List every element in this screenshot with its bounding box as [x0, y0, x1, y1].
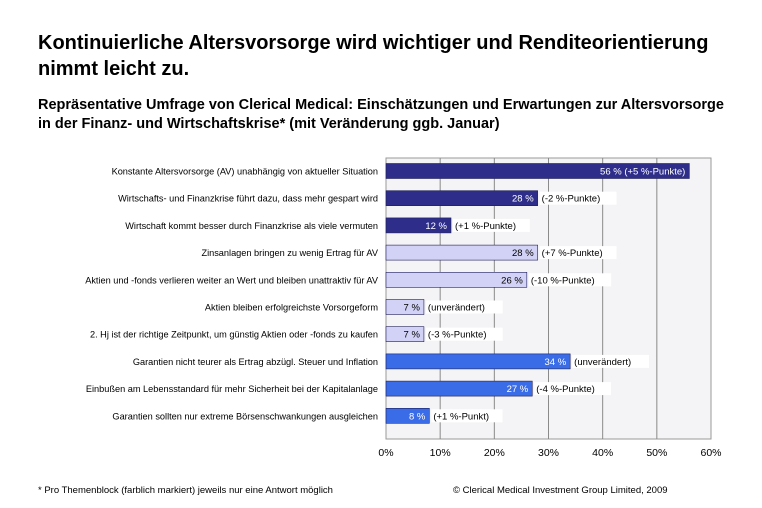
change-label-background — [528, 273, 612, 287]
change-label-background — [572, 354, 649, 368]
bar-value-label: 28 % — [512, 194, 534, 205]
category-label: 2. Hj ist der richtige Zeitpunkt, um gün… — [90, 330, 378, 340]
bar — [385, 244, 538, 261]
x-tick-label: 20% — [484, 447, 505, 459]
bar-value-label: 12 % — [425, 221, 447, 232]
chart-title: Kontinuierliche Altersvorsorge wird wich… — [38, 32, 709, 80]
category-label: Wirtschafts- und Finanzkrise führt dazu,… — [118, 194, 378, 204]
bar — [385, 163, 690, 179]
copyright: © Clerical Medical Investment Group Limi… — [453, 485, 668, 496]
category-label: Wirtschaft kommt besser durch Finanzkris… — [125, 221, 378, 231]
change-label-background — [534, 382, 612, 396]
bar-value-label: 7 % — [404, 330, 421, 341]
bar-value-label: 56 % (+5 %-Punkte) — [600, 167, 685, 178]
bar — [385, 380, 533, 397]
x-tick-label: 30% — [538, 447, 559, 459]
x-tick-label: 0% — [378, 447, 393, 459]
x-tick-label: 50% — [646, 447, 667, 459]
change-label: (-10 %-Punkte) — [531, 275, 595, 286]
bar — [385, 407, 430, 424]
bar — [385, 299, 425, 315]
category-label: Zinsanlagen bringen zu wenig Ertrag für … — [201, 248, 378, 258]
change-label: (+7 %-Punkte) — [542, 248, 603, 259]
bar-value-label: 28 % — [512, 248, 534, 259]
bar — [385, 272, 528, 288]
change-label: (unverändert) — [574, 357, 631, 368]
bar-value-label: 27 % — [507, 384, 529, 395]
bar-value-label: 26 % — [501, 275, 523, 286]
category-label: Aktien und -fonds verlieren weiter an We… — [85, 275, 379, 285]
category-label: Aktien bleiben erfolgreichste Vorsorgefo… — [205, 303, 378, 313]
change-label: (-2 %-Punkte) — [542, 194, 601, 205]
bar-value-label: 34 % — [545, 357, 567, 368]
change-label: (+1 %-Punkt) — [433, 411, 489, 422]
change-label: (unverändert) — [428, 303, 485, 314]
bar — [385, 353, 571, 370]
footnote: * Pro Themenblock (farblich markiert) je… — [38, 485, 333, 496]
change-label: (-3 %-Punkte) — [428, 330, 487, 341]
category-label: Konstante Altersvorsorge (AV) unabhängig… — [112, 167, 378, 177]
category-label: Einbußen am Lebensstandard für mehr Sich… — [86, 384, 378, 394]
change-label-background — [539, 191, 617, 205]
change-label: (+1 %-Punkte) — [455, 221, 516, 232]
bars-group: 56 % (+5 %-Punkte) 28 % (-2 %-Punkte) 12 % (… — [385, 163, 690, 424]
bar-chart: 56 % (+5 %-Punkte) 28 % (-2 %-Punkte) 12 % (… — [85, 157, 722, 459]
x-axis-ticks: 0% 10% 20% 30% 40% 50% 60% — [378, 447, 721, 459]
change-label-background — [539, 246, 617, 260]
category-label: Garantien nicht teurer als Ertrag abzügl… — [133, 357, 378, 367]
category-label: Garantien sollten nur extreme Börsenschw… — [112, 411, 378, 421]
x-tick-label: 10% — [430, 447, 451, 459]
bar — [385, 217, 452, 234]
bar-value-label: 7 % — [404, 303, 421, 314]
bar-value-label: 8 % — [409, 411, 426, 422]
change-label-background — [425, 327, 503, 341]
x-tick-label: 60% — [700, 447, 721, 459]
chart-subtitle: Repräsentative Umfrage von Clerical Medi… — [38, 97, 724, 132]
change-label-background — [453, 218, 530, 232]
bar — [385, 190, 538, 207]
change-label: (-4 %-Punkte) — [536, 384, 595, 395]
change-label-background — [431, 409, 503, 423]
x-tick-label: 40% — [592, 447, 613, 459]
category-labels: Konstante Altersvorsorge (AV) unabhängig… — [85, 167, 379, 422]
change-label-background — [425, 300, 503, 314]
bar — [385, 326, 425, 342]
